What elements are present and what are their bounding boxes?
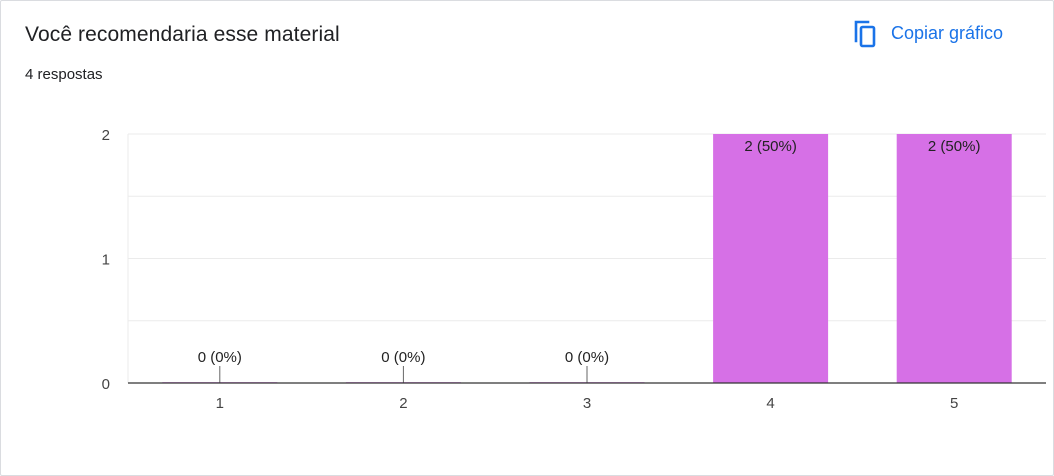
x-tick-label: 4 (766, 395, 774, 412)
y-tick-label: 2 (102, 127, 110, 144)
data-label: 2 (50%) (928, 138, 981, 155)
copy-icon (851, 18, 877, 48)
x-tick-label: 5 (950, 395, 958, 412)
bar (896, 134, 1012, 383)
data-label: 0 (0%) (565, 349, 609, 366)
x-tick-label: 2 (399, 395, 407, 412)
response-count: 4 respostas (25, 66, 103, 83)
bar (713, 134, 829, 383)
copy-chart-label: Copiar gráfico (891, 22, 1004, 43)
y-tick-label: 1 (102, 252, 110, 269)
chart-title: Você recomendaria esse material (25, 23, 340, 46)
data-label: 2 (50%) (744, 138, 797, 155)
data-label: 0 (0%) (381, 349, 425, 366)
copy-chart-button[interactable]: Copiar gráfico (843, 13, 1011, 53)
y-tick-label: 0 (102, 376, 110, 393)
data-label: 0 (0%) (198, 349, 242, 366)
x-tick-label: 1 (216, 395, 224, 412)
x-tick-label: 3 (583, 395, 591, 412)
